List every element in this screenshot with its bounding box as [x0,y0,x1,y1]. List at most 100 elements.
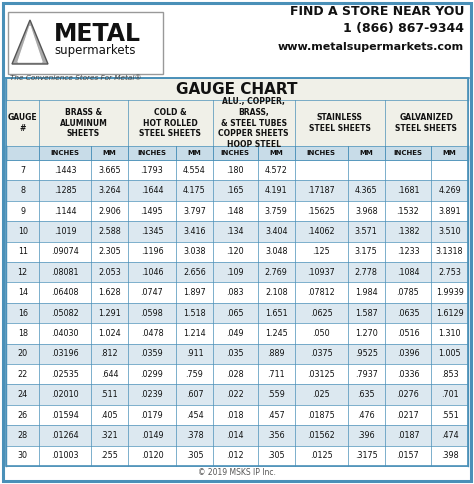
Text: www.metalsupermarkets.com: www.metalsupermarkets.com [278,42,464,52]
Bar [6,221,468,242]
Text: 4.269: 4.269 [438,186,461,195]
Text: 12: 12 [18,268,28,277]
Text: GALVANIZED
STEEL SHEETS: GALVANIZED STEEL SHEETS [395,113,457,133]
Text: 11: 11 [18,247,27,257]
Text: .0157: .0157 [397,451,419,460]
Text: .701: .701 [441,390,458,399]
Text: 4.365: 4.365 [355,186,378,195]
Text: .0217: .0217 [397,410,419,420]
Text: .17187: .17187 [307,186,335,195]
Text: .0336: .0336 [397,370,419,378]
Text: .05082: .05082 [51,308,79,318]
Text: .180: .180 [227,166,244,175]
Text: 9: 9 [20,207,25,215]
Text: 1.651: 1.651 [265,308,288,318]
Text: supermarkets: supermarkets [54,44,136,57]
Text: 4.175: 4.175 [183,186,206,195]
Text: .1382: .1382 [397,227,419,236]
Text: .474: .474 [441,431,458,440]
Text: .635: .635 [357,390,375,399]
Text: 1.270: 1.270 [355,329,378,338]
Text: .09074: .09074 [51,247,79,257]
Text: .853: .853 [441,370,458,378]
Text: .476: .476 [357,410,375,420]
Bar [6,405,468,425]
Bar [6,181,468,201]
Text: .1233: .1233 [397,247,419,257]
Text: 3.416: 3.416 [183,227,206,236]
Text: .02010: .02010 [51,390,79,399]
Bar [6,201,468,221]
Text: .0635: .0635 [397,308,419,318]
Text: .255: .255 [100,451,118,460]
Text: 22: 22 [18,370,28,378]
Text: .03196: .03196 [51,349,79,358]
Text: 3.891: 3.891 [438,207,461,215]
Text: 2.656: 2.656 [183,268,206,277]
Bar [6,282,468,303]
Text: GAUGE
#: GAUGE # [8,113,37,133]
Text: MM: MM [443,150,456,156]
Text: .0299: .0299 [140,370,164,378]
Text: .07812: .07812 [307,288,335,297]
Text: 3.264: 3.264 [98,186,121,195]
Text: 3.571: 3.571 [355,227,378,236]
Text: .559: .559 [267,390,285,399]
Bar [6,78,468,100]
Text: 1.897: 1.897 [183,288,206,297]
Bar [6,384,468,405]
Bar [6,78,468,466]
Text: .0179: .0179 [141,410,164,420]
Text: 24: 24 [18,390,28,399]
Text: .1532: .1532 [397,207,419,215]
Text: .7937: .7937 [355,370,378,378]
Text: .0478: .0478 [141,329,163,338]
Text: .0276: .0276 [397,390,419,399]
Text: STAINLESS
STEEL SHEETS: STAINLESS STEEL SHEETS [309,113,371,133]
Text: .03125: .03125 [307,370,335,378]
Text: .06408: .06408 [52,288,79,297]
Text: .165: .165 [227,186,244,195]
Text: .457: .457 [267,410,285,420]
Text: BRASS &
ALUMINUM
SHEETS: BRASS & ALUMINUM SHEETS [60,108,108,138]
Text: .454: .454 [186,410,203,420]
Text: .0396: .0396 [397,349,419,358]
Bar [6,160,468,181]
Text: 3.968: 3.968 [355,207,378,215]
Text: .0747: .0747 [141,288,164,297]
Text: 1.005: 1.005 [438,349,461,358]
Text: 3.797: 3.797 [183,207,206,215]
Text: .120: .120 [227,247,244,257]
Bar [6,344,468,364]
Text: .0120: .0120 [141,451,163,460]
Text: .01875: .01875 [307,410,335,420]
Text: 2.778: 2.778 [355,268,378,277]
Text: MM: MM [359,150,373,156]
Bar [6,446,468,466]
Text: 3.1318: 3.1318 [436,247,464,257]
Text: 8: 8 [20,186,25,195]
Text: 1.310: 1.310 [438,329,461,338]
Text: .9525: .9525 [355,349,378,358]
Text: .378: .378 [186,431,203,440]
Text: .148: .148 [227,207,244,215]
Text: 14: 14 [18,288,27,297]
Text: .1793: .1793 [141,166,164,175]
Text: ALU., COPPER,
BRASS,
& STEEL TUBES
COPPER SHEETS
HOOP STEEL: ALU., COPPER, BRASS, & STEEL TUBES COPPE… [219,97,289,149]
Text: .014: .014 [227,431,244,440]
Text: .305: .305 [186,451,203,460]
Text: INCHES: INCHES [221,150,250,156]
Text: 7: 7 [20,166,25,175]
Text: .396: .396 [357,431,375,440]
Text: 1.628: 1.628 [98,288,121,297]
Text: .01562: .01562 [307,431,335,440]
Text: .02535: .02535 [51,370,79,378]
Polygon shape [18,26,42,62]
Text: .049: .049 [227,329,244,338]
Text: .1196: .1196 [141,247,163,257]
Text: 1.518: 1.518 [183,308,206,318]
Text: 1 (866) 867-9344: 1 (866) 867-9344 [343,22,464,35]
Text: .0125: .0125 [310,451,333,460]
Text: .01594: .01594 [51,410,79,420]
Text: .911: .911 [186,349,203,358]
